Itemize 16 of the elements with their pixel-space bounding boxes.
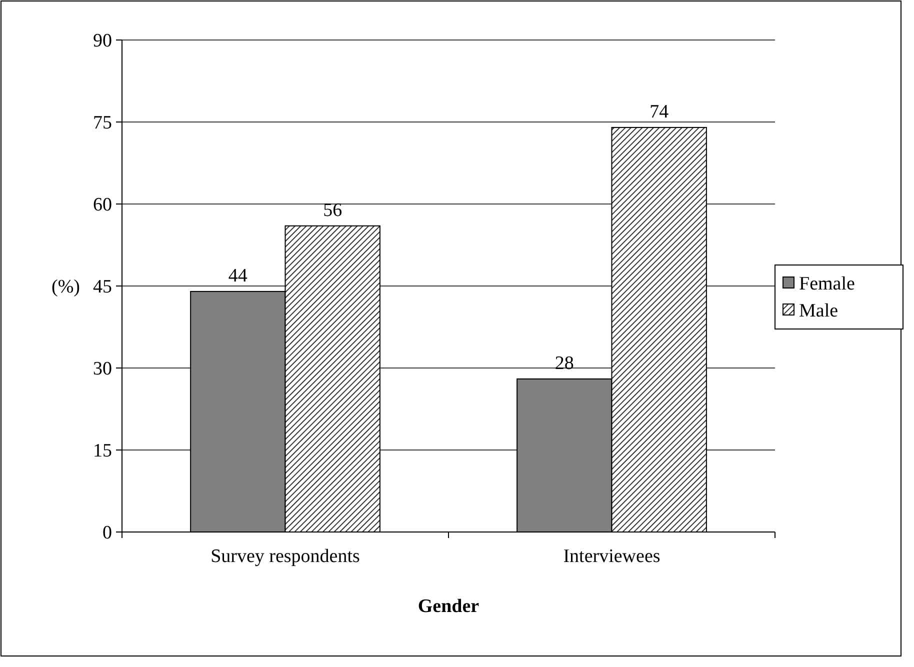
y-tick-label: 30 — [93, 358, 112, 380]
y-tick-label: 90 — [93, 30, 112, 52]
y-tick-label: 15 — [93, 440, 112, 462]
y-tick-label: 60 — [93, 194, 112, 216]
y-tick-label: 45 — [93, 276, 112, 298]
data-label: 74 — [650, 101, 670, 122]
x-axis-title: Gender — [418, 596, 480, 617]
legend-label: Male — [799, 300, 838, 322]
y-tick-label: 75 — [93, 112, 112, 134]
legend-label: Female — [799, 274, 855, 295]
x-tick-label: Survey respondents — [210, 546, 360, 567]
y-axis-title: (%) — [52, 276, 80, 298]
x-tick-label: Interviewees — [563, 546, 660, 567]
y-tick-label: 0 — [102, 522, 112, 544]
data-label: 44 — [228, 265, 248, 286]
data-label: 56 — [323, 200, 342, 221]
